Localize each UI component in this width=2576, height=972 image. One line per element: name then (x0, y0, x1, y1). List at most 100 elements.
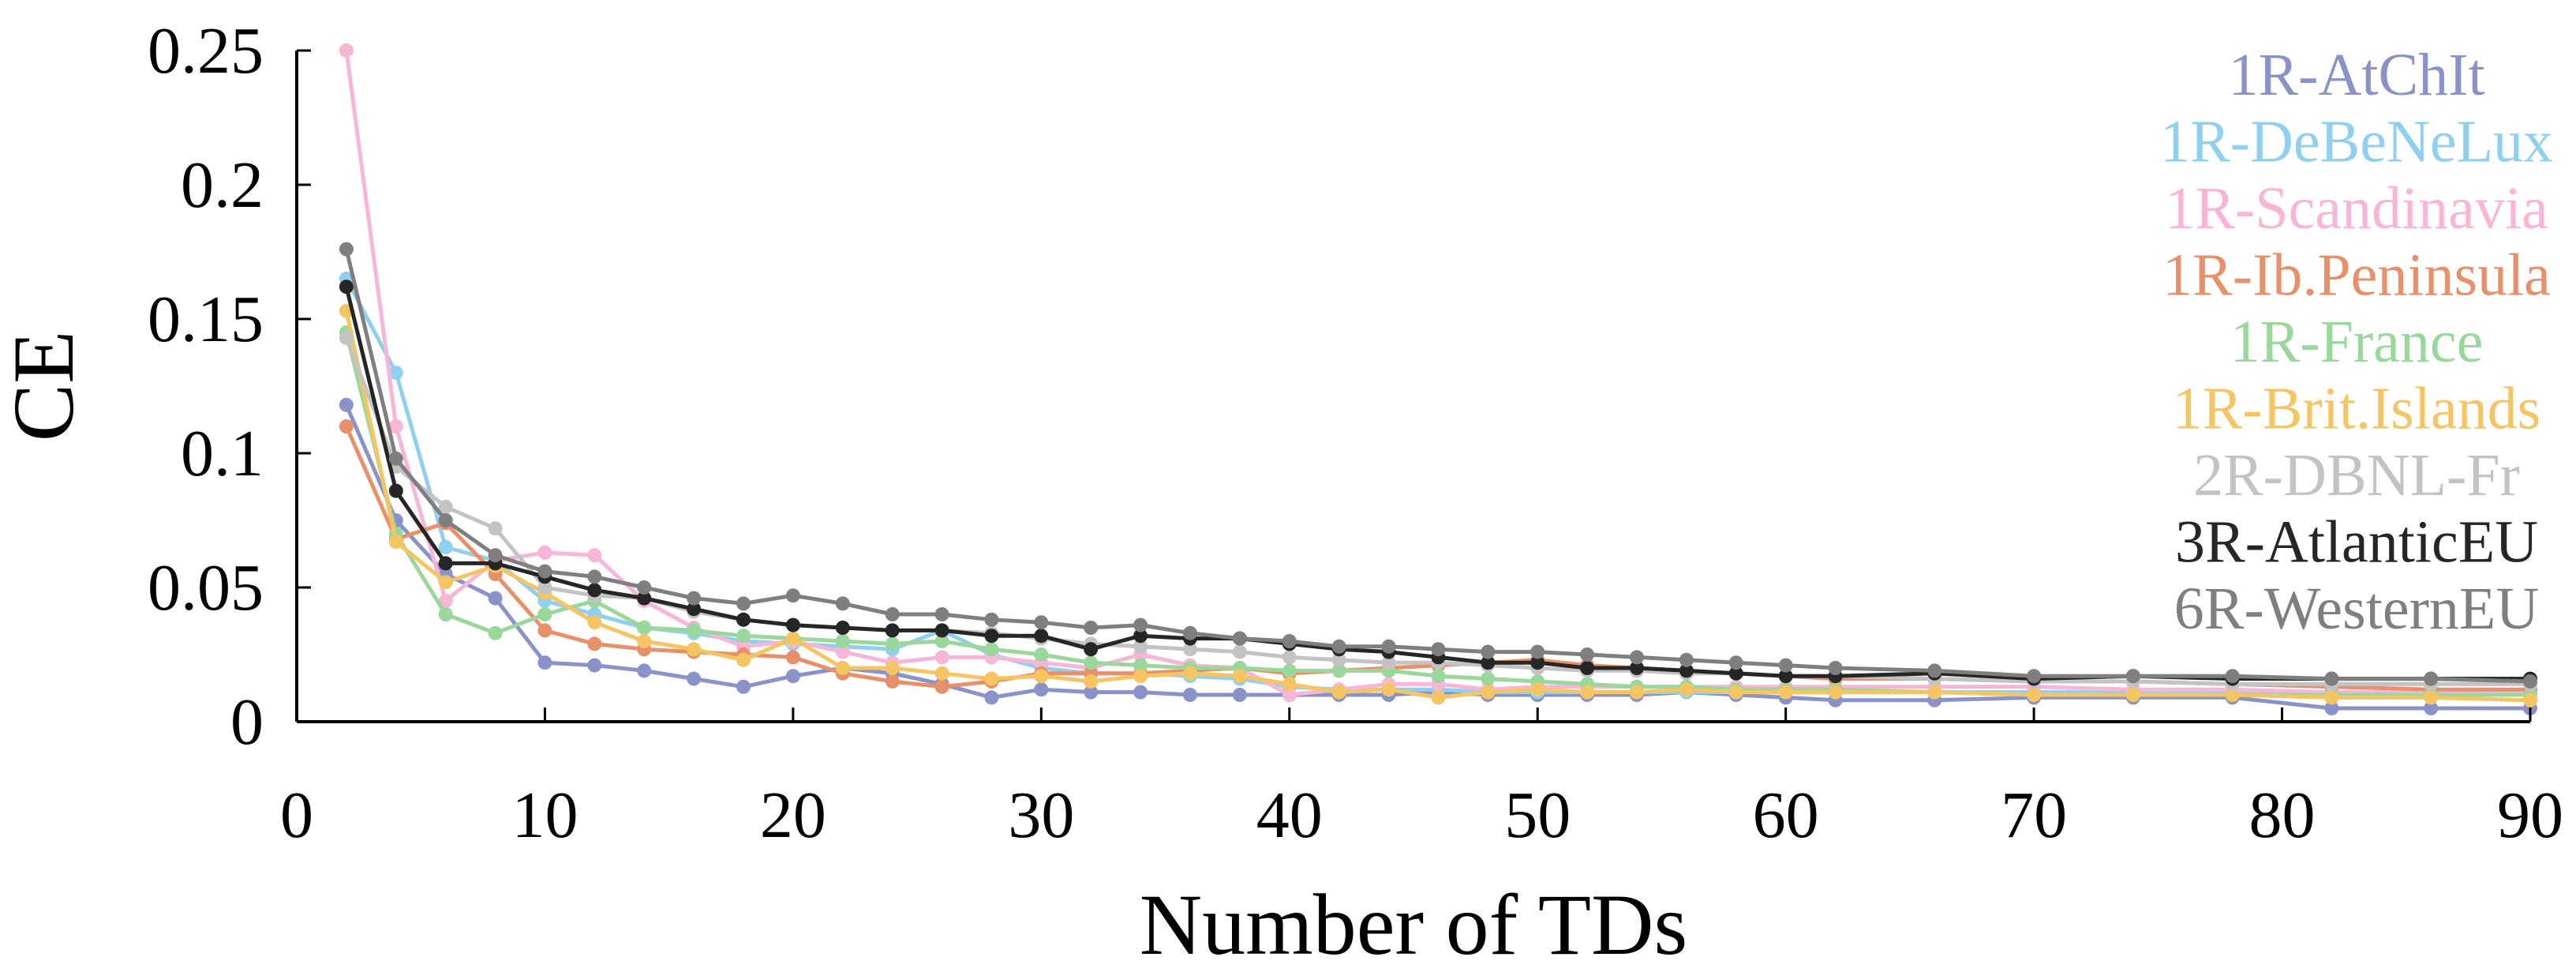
data-point (984, 671, 999, 686)
data-point (984, 690, 999, 705)
data-point (537, 564, 552, 579)
y-tick-label: 0 (230, 685, 264, 759)
data-point (1034, 615, 1049, 630)
y-tick-label: 0.25 (148, 14, 264, 88)
data-point (736, 679, 751, 694)
data-point (388, 483, 403, 498)
data-point (1282, 650, 1297, 665)
data-point (339, 280, 354, 295)
ticks: 0 10 20 30 40 50 60 70 80 90 0 0.05 0.1 0.15 0.2 0.25 (148, 14, 2563, 852)
data-point (537, 623, 552, 638)
data-point (835, 596, 850, 611)
data-point (1381, 639, 1396, 654)
data-point (1133, 617, 1148, 632)
x-tick-label: 60 (1753, 779, 1819, 852)
data-point (339, 419, 354, 433)
data-point (1679, 682, 1694, 697)
legend: 1R-AtChIt1R-DeBeNeLux1R-Scandinavia1R-Ib… (2160, 42, 2553, 642)
legend-entry: 1R-Brit.Islands (2173, 376, 2541, 442)
data-point (1728, 666, 1743, 681)
data-point (339, 242, 354, 257)
data-point (1481, 644, 1496, 659)
data-point (736, 629, 751, 644)
data-point (339, 330, 354, 345)
data-point (1828, 685, 1843, 700)
series-line (344, 403, 2533, 711)
data-point (1232, 669, 1247, 684)
x-tick-label: 30 (1008, 779, 1074, 852)
data-point (1133, 685, 1148, 700)
data-point (438, 500, 453, 514)
data-point (2523, 692, 2537, 707)
data-point (537, 655, 552, 670)
data-point (1133, 658, 1148, 673)
legend-entry: 3R-AtlanticEU (2175, 509, 2538, 576)
data-point (637, 591, 652, 606)
data-point (637, 663, 652, 678)
data-point (1331, 652, 1346, 667)
data-point (2125, 688, 2140, 702)
data-point (1431, 642, 1446, 657)
data-point (934, 634, 949, 648)
data-point (388, 535, 403, 550)
data-point (2324, 701, 2339, 715)
legend-entry: 6R-WesternEU (2174, 576, 2539, 642)
data-point (1431, 690, 1446, 705)
data-point (1530, 682, 1545, 697)
data-point (1381, 682, 1396, 697)
data-point (835, 661, 850, 675)
data-point (1778, 669, 1793, 684)
data-point (1183, 625, 1197, 640)
data-point (2424, 701, 2439, 715)
data-point (1530, 655, 1545, 670)
data-point (1232, 644, 1247, 659)
data-point (1282, 634, 1297, 648)
data-point (1034, 682, 1049, 697)
data-point (934, 607, 949, 621)
data-point (687, 642, 702, 657)
data-point (1728, 655, 1743, 670)
data-point (339, 397, 354, 412)
data-point (637, 621, 652, 635)
data-point (984, 612, 999, 627)
series-layer (339, 43, 2537, 715)
series-line (344, 247, 2533, 684)
data-point (1084, 621, 1099, 635)
y-tick-label: 0.2 (181, 148, 264, 222)
y-tick-label: 0.05 (148, 551, 264, 625)
data-point (885, 661, 900, 675)
data-point (687, 671, 702, 686)
legend-entry: 1R-DeBeNeLux (2160, 109, 2553, 175)
data-point (1133, 629, 1148, 644)
data-point (1133, 639, 1148, 654)
data-point (2125, 669, 2140, 684)
data-point (1331, 685, 1346, 700)
data-point (1084, 685, 1099, 700)
data-point (1183, 642, 1197, 657)
data-point (438, 594, 453, 608)
data-point (2324, 671, 2339, 686)
x-tick-label: 40 (1256, 779, 1323, 852)
data-point (388, 451, 403, 466)
y-tick-label: 0.15 (148, 283, 264, 356)
data-point (1630, 685, 1644, 700)
data-point (1481, 655, 1496, 670)
data-point (587, 548, 602, 563)
data-point (835, 621, 850, 635)
data-point (1282, 688, 1297, 702)
data-point (537, 545, 552, 560)
data-point (1282, 677, 1297, 692)
data-point (388, 366, 403, 380)
data-point (1034, 669, 1049, 684)
data-point (1232, 631, 1247, 646)
legend-entry: 1R-AtChIt (2228, 42, 2484, 108)
x-tick-label: 50 (1504, 779, 1571, 852)
data-point (1331, 639, 1346, 654)
data-point (488, 591, 503, 606)
data-point (1331, 663, 1346, 678)
series-6r-westerneu (339, 242, 2537, 689)
data-point (934, 666, 949, 681)
data-point (1431, 669, 1446, 684)
data-point (1580, 661, 1595, 675)
data-point (1282, 663, 1297, 678)
